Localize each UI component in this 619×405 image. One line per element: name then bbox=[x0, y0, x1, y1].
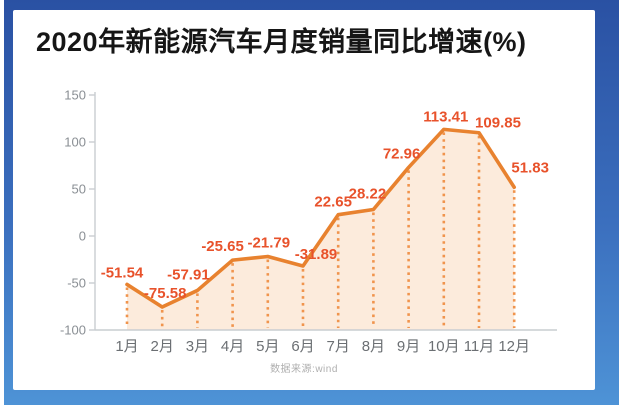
y-tick-label: -100 bbox=[60, 323, 86, 338]
x-tick-label: 9月 bbox=[397, 338, 420, 355]
data-point-label: -75.58 bbox=[144, 285, 187, 302]
x-tick-label: 7月 bbox=[327, 338, 350, 355]
data-point-label: -21.79 bbox=[248, 234, 291, 251]
y-tick-label: 150 bbox=[64, 88, 86, 103]
y-tick-label: 50 bbox=[72, 182, 86, 197]
y-tick-label: 100 bbox=[64, 135, 86, 150]
chart-title: 2020年新能源汽车月度销量同比增速(%) bbox=[36, 27, 527, 57]
data-point-label: 51.83 bbox=[511, 159, 549, 176]
data-point-label: 109.85 bbox=[475, 115, 521, 132]
data-line bbox=[125, 127, 517, 309]
x-tick-label: 2月 bbox=[151, 338, 174, 355]
data-point-label: 28.22 bbox=[349, 185, 387, 202]
data-point-label: 113.41 bbox=[423, 108, 468, 125]
y-tick-label: 0 bbox=[79, 229, 86, 244]
x-tick-label: 4月 bbox=[221, 338, 244, 355]
data-point-label: -57.91 bbox=[167, 266, 210, 283]
area-fill bbox=[127, 129, 515, 330]
x-tick-label: 5月 bbox=[256, 338, 279, 355]
x-tick-label: 1月 bbox=[115, 338, 138, 355]
x-tick-label: 11月 bbox=[464, 338, 495, 355]
data-point-label: -51.54 bbox=[101, 264, 144, 281]
x-tick-label: 8月 bbox=[362, 338, 385, 355]
left-white-edge bbox=[0, 0, 4, 405]
data-point-label: -31.89 bbox=[295, 246, 338, 263]
x-tick-label: 12月 bbox=[498, 338, 530, 355]
y-tick-label: -50 bbox=[67, 276, 86, 291]
data-point-label: 72.96 bbox=[383, 145, 421, 162]
x-tick-label: 3月 bbox=[186, 338, 209, 355]
x-tick-label: 10月 bbox=[428, 338, 460, 355]
data-point-label: -25.65 bbox=[201, 238, 244, 255]
x-tick-label: 6月 bbox=[291, 338, 314, 355]
data-source-note: 数据来源:wind bbox=[270, 364, 338, 375]
data-point-label: 22.65 bbox=[314, 194, 352, 211]
